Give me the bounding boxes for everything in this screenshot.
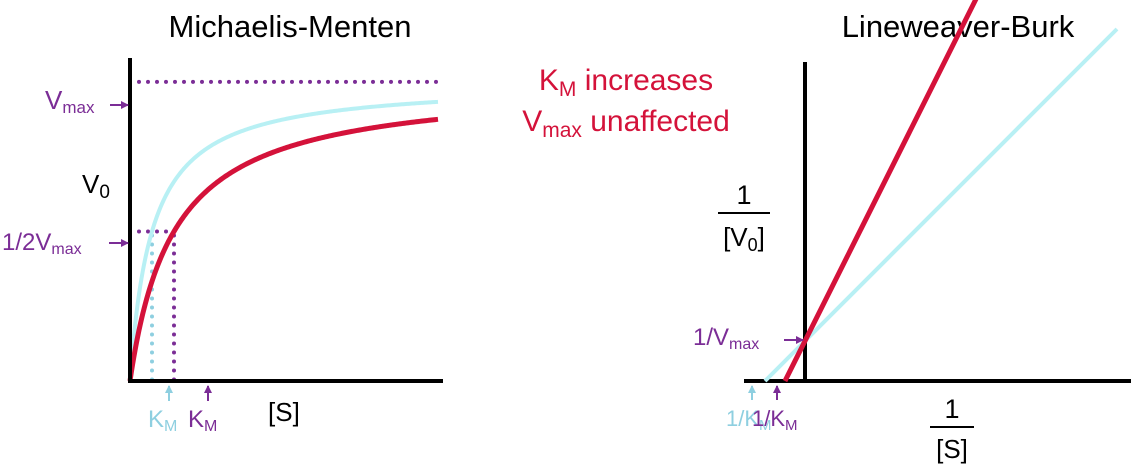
annotation-line2: Vmax unaffected [522,105,730,142]
svg-text:1/KM: 1/KM [726,406,772,434]
mm-panel: Michaelis-Menten V0 Vmax 1/2Vmax KM KM [… [2,9,443,435]
mm-xtick-km-uninhibited: KM [148,385,177,435]
mm-curve-uninhibited [128,99,439,382]
lb-plot-area [763,0,1119,383]
svg-text:Vmax: Vmax [45,85,95,117]
lb-x-label-denominator: [S] [936,434,968,464]
svg-text:1/2Vmax: 1/2Vmax [2,229,82,258]
mm-x-label: [S] [268,397,300,427]
svg-text:1/KM: 1/KM [752,406,798,434]
svg-text:1/Vmax: 1/Vmax [693,324,759,353]
mm-xtick-km-inhibited: KM [188,385,217,435]
lb-x-label-numerator: 1 [944,394,959,424]
mm-y-label: V0 [82,169,110,203]
mm-ytick-half: 1/2Vmax [2,229,129,258]
svg-text:KM: KM [148,406,177,435]
lb-y-label-numerator: 1 [736,180,751,210]
lb-line-inhibited [782,0,979,383]
annotation-line1: KM increases [539,64,713,101]
lb-y-label-denominator: [V0] [723,222,765,255]
lb-line-uninhibited [763,27,1119,383]
lb-y-label: 1 [V0] [718,180,770,255]
annotation: KM increases Vmax unaffected [522,64,730,142]
mm-ytick-vmax: Vmax [45,85,129,117]
lb-xtick-inhibited: 1/KM [752,385,798,434]
mm-plot-area [127,79,440,383]
lb-panel: Lineweaver-Burk 1 [V0] 1/Vmax 1/KM 1/KM … [693,0,1131,464]
lb-xtick-uninhibited: 1/KM [726,385,772,434]
svg-text:KM: KM [188,406,217,435]
mm-curve-inhibited [127,116,439,382]
lb-x-label: 1 [S] [930,394,974,464]
lb-ytick-vmax: 1/Vmax [693,324,804,353]
mm-title: Michaelis-Menten [169,9,412,44]
